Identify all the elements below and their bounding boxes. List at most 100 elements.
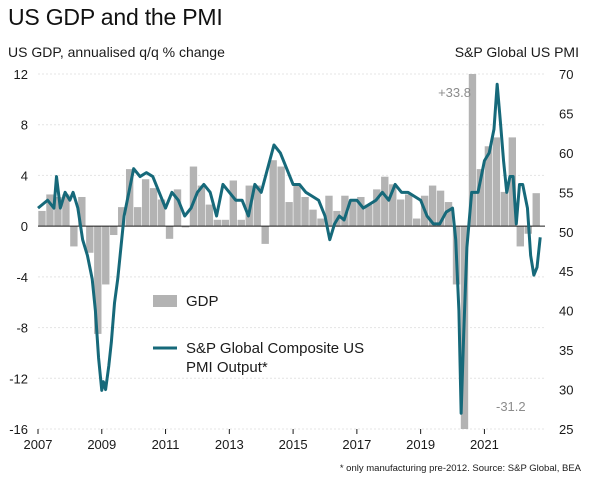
gdp-bar — [428, 185, 437, 227]
gdp-bar — [133, 207, 142, 227]
y-axis-left-label: US GDP, annualised q/q % change — [8, 44, 225, 60]
gdp-bar — [277, 166, 285, 227]
x-tick-label: 2007 — [24, 437, 53, 452]
gdp-bar — [269, 160, 277, 227]
legend-gdp-swatch — [153, 295, 177, 307]
gdp-bar — [189, 166, 198, 227]
y-left-tick-label: -12 — [9, 371, 28, 386]
gdp-bar — [110, 226, 118, 236]
gdp-bars — [38, 74, 540, 429]
gdp-bar — [213, 219, 222, 227]
x-tick-label: 2021 — [470, 437, 499, 452]
pmi-line — [37, 82, 542, 415]
gdp-bar — [38, 210, 46, 227]
x-tick-label: 2019 — [406, 437, 435, 452]
y-left-tick-label: 8 — [21, 118, 28, 133]
y-left-tick-label: -16 — [9, 422, 28, 437]
x-tick-label: 2017 — [342, 437, 371, 452]
gdp-bar — [205, 204, 214, 227]
gdp-bar — [221, 219, 230, 227]
y-right-tick-label: 30 — [559, 383, 573, 398]
gdp-bar — [357, 196, 365, 227]
gdp-bar — [389, 184, 397, 227]
gdp-bar — [70, 226, 78, 247]
y-right-tick-label: 55 — [559, 185, 573, 200]
gdp-bar — [86, 226, 94, 253]
gdp-bar — [285, 202, 293, 227]
gdp-bar — [149, 188, 158, 227]
y-left-tick-label: -4 — [16, 270, 28, 285]
y-right-tick-label: 70 — [559, 67, 573, 82]
y-right-tick-label: 60 — [559, 146, 573, 161]
gdp-bar — [253, 185, 261, 227]
gdp-bar — [325, 195, 333, 227]
gdp-bar — [309, 209, 317, 227]
gdp-bar — [516, 226, 524, 247]
y-left-tick-label: 0 — [21, 219, 28, 234]
gdp-bar — [365, 204, 373, 227]
legend-pmi-label-line2: PMI Output* — [186, 359, 268, 376]
gdp-bar — [173, 189, 182, 227]
gdp-bar — [229, 180, 237, 227]
gdp-bar — [197, 185, 206, 227]
annotation-gdp-trough: -31.2 — [496, 399, 526, 414]
gdp-bar — [102, 226, 110, 285]
gdp-bar — [317, 218, 325, 227]
gdp-bar — [94, 226, 102, 334]
source-note: * only manufacturing pre-2012. Source: S… — [339, 463, 581, 474]
gdp-bar — [54, 196, 62, 227]
gdp-bar — [381, 176, 389, 227]
gdp-bar — [484, 146, 493, 227]
x-tick-label: 2011 — [152, 437, 180, 452]
y-right-tick-label: 25 — [559, 422, 573, 437]
gdp-bar — [412, 218, 421, 227]
gdp-bar — [492, 137, 501, 227]
gdp-bar — [181, 226, 190, 228]
x-tick-label: 2013 — [215, 437, 244, 452]
gdp-bar — [261, 226, 269, 244]
gdp-bar — [341, 195, 349, 227]
chart-title: US GDP and the PMI — [8, 4, 223, 30]
legend-pmi-label: S&P Global Composite US — [186, 340, 364, 357]
gdp-bar — [301, 196, 309, 227]
gdp-bar — [532, 193, 540, 227]
gdp-bar — [468, 74, 477, 227]
gdp-bar — [118, 207, 126, 227]
legend: GDP S&P Global Composite US PMI Output* — [153, 293, 364, 376]
annotation-gdp-peak: +33.8 — [438, 85, 471, 100]
y-axis-right-ticks: 70 65 60 55 50 45 40 35 30 25 — [559, 67, 573, 437]
y-right-tick-label: 35 — [559, 343, 573, 358]
gdp-bar — [237, 219, 245, 227]
y-right-tick-label: 65 — [559, 106, 573, 121]
gdp-bar — [293, 184, 301, 227]
y-right-tick-label: 50 — [559, 225, 573, 240]
gdp-bar — [125, 169, 134, 227]
gdp-bar — [78, 196, 86, 227]
gdp-bar — [46, 194, 54, 227]
gdp-bar — [349, 200, 357, 227]
gdp-bar — [373, 189, 381, 227]
x-tick-label: 2009 — [87, 437, 116, 452]
gdp-bar — [436, 190, 445, 227]
gdp-bar — [500, 191, 509, 227]
gdp-bar — [157, 199, 166, 227]
y-right-tick-label: 45 — [559, 264, 573, 279]
gdp-bar — [404, 194, 413, 227]
gdp-bar — [444, 202, 453, 227]
y-axis-left-ticks: 12 8 4 0 -4 -8 -12 -16 — [9, 67, 28, 437]
y-left-tick-label: -8 — [16, 321, 28, 336]
legend-gdp-label: GDP — [186, 293, 219, 310]
gdp-bar — [62, 194, 70, 227]
x-axis-ticks: 2007 2009 2011 2013 2015 2017 2019 2021 — [24, 429, 499, 452]
y-left-tick-label: 4 — [21, 168, 28, 183]
gdp-bar — [165, 226, 174, 239]
gdp-bar — [476, 169, 485, 227]
y-left-tick-label: 12 — [14, 67, 28, 82]
x-tick-label: 2015 — [279, 437, 308, 452]
y-right-tick-label: 40 — [559, 304, 573, 319]
gridlines — [38, 73, 545, 430]
gdp-bar — [397, 199, 405, 227]
gdp-bar — [141, 179, 150, 227]
y-axis-right-label: S&P Global US PMI — [454, 44, 579, 60]
